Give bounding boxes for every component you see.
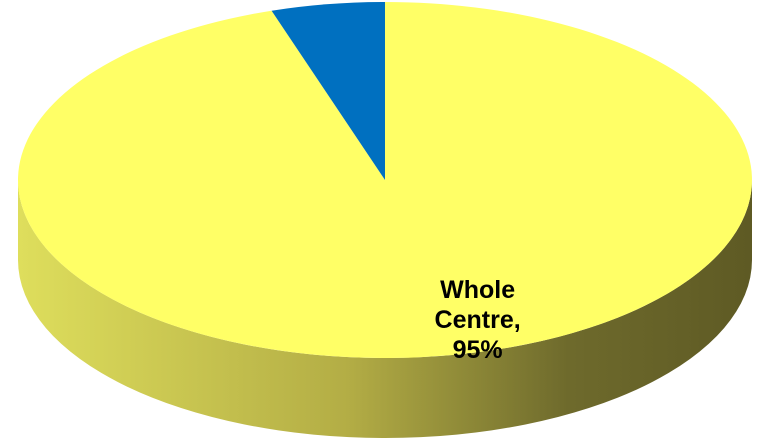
slice-side — [18, 180, 752, 438]
slice — [271, 2, 385, 180]
slice — [17, 2, 752, 358]
data-label-value: 95% — [452, 335, 503, 364]
data-label-category: Whole Centre, — [434, 275, 521, 334]
